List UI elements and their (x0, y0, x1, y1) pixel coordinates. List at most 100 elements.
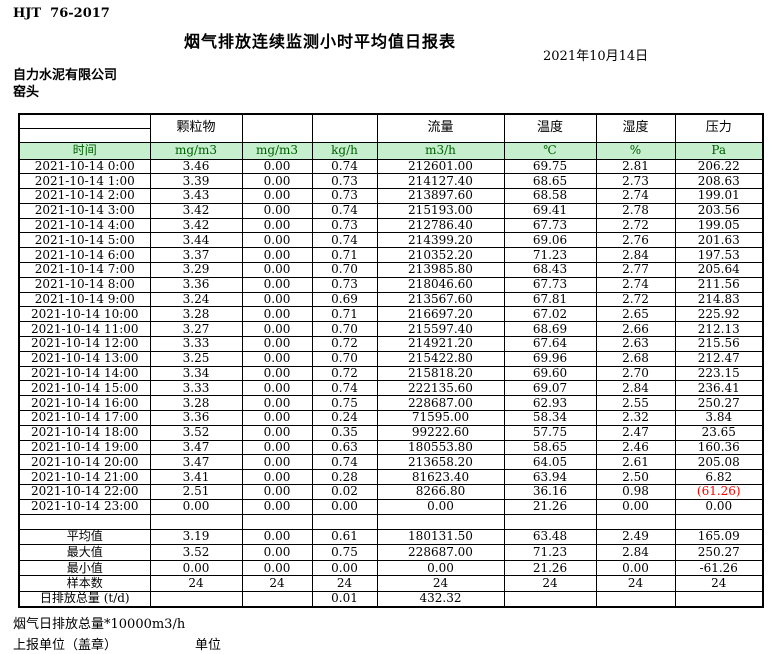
summary-value-cell: 0.00 (241, 544, 313, 561)
value-cell: 23.65 (674, 424, 764, 441)
summary-value-cell: 0.00 (241, 528, 313, 546)
value-cell: 0.00 (241, 410, 313, 426)
unit-label: 单位 (195, 638, 222, 653)
value-cell: 2.65 (595, 306, 676, 323)
value-cell: 2.70 (595, 365, 676, 382)
value-cell: 0.74 (311, 232, 378, 249)
spacer-row (18, 513, 764, 530)
time-cell: 2021-10-14 11:00 (18, 321, 151, 338)
value-cell: 63.94 (503, 469, 597, 486)
summary-value-cell: 0.00 (241, 559, 313, 577)
value-cell: 0.00 (241, 380, 313, 397)
value-cell: 68.69 (503, 321, 597, 338)
table-row: 2021-10-14 5:00 3.44 0.00 0.74 214399.20 69.0… (18, 232, 764, 249)
value-cell: 0.00 (241, 484, 313, 500)
value-cell: 62.93 (503, 395, 597, 412)
table-row: 2021-10-14 18:00 3.52 0.00 0.35 99222.60 57.7… (18, 424, 764, 441)
value-cell: 0.00 (241, 321, 313, 338)
summary-value-cell: 180131.50 (376, 528, 505, 546)
report-date: 2021年10月14日 (543, 49, 649, 64)
value-cell: 81623.40 (376, 469, 505, 486)
value-cell: 223.15 (674, 365, 764, 382)
value-cell: 0.00 (241, 217, 313, 234)
value-cell: 69.07 (503, 380, 597, 397)
summary-value-cell: 63.48 (503, 528, 597, 546)
value-cell: 2.73 (595, 173, 676, 190)
summary-value-cell: 0.00 (311, 559, 378, 577)
table-row: 2021-10-14 11:00 3.27 0.00 0.70 215597.40 68.… (18, 321, 764, 338)
value-cell: 2.66 (595, 321, 676, 338)
table-row: 2021-10-14 21:00 3.41 0.00 0.28 81623.40 63.9… (18, 469, 764, 486)
group-header-pm: 颗粒物 (149, 113, 243, 143)
value-cell: 0.00 (241, 365, 313, 382)
value-cell: 0.63 (311, 439, 378, 456)
value-cell: 3.42 (149, 217, 243, 234)
value-cell: 0.73 (311, 276, 378, 293)
value-cell: 2.61 (595, 454, 676, 471)
value-cell: 0.70 (311, 262, 378, 278)
summary-value-cell (241, 591, 313, 608)
value-cell: 0.00 (241, 232, 313, 249)
group-header-blank-2 (311, 113, 378, 143)
value-cell: 212.47 (674, 350, 764, 367)
time-cell: 2021-10-14 2:00 (18, 188, 151, 204)
value-cell: 2.84 (595, 247, 676, 264)
value-cell: 3.34 (149, 365, 243, 382)
value-cell: 0.00 (241, 188, 313, 204)
value-cell: 0.73 (311, 188, 378, 204)
value-cell: 36.16 (503, 484, 597, 500)
summary-label-cell: 样本数 (18, 575, 151, 592)
summary-value-cell: 24 (595, 575, 676, 592)
value-cell: 2.76 (595, 232, 676, 249)
value-cell: 3.42 (149, 202, 243, 219)
value-cell: 99222.60 (376, 424, 505, 441)
value-cell: 3.27 (149, 321, 243, 338)
value-cell: 3.36 (149, 410, 243, 426)
value-cell: 2.63 (595, 336, 676, 352)
value-cell: 0.00 (311, 498, 378, 515)
time-cell: 2021-10-14 8:00 (18, 276, 151, 293)
value-cell: 0.75 (311, 395, 378, 412)
unit-cell: mg/m3 (149, 141, 243, 160)
report-unit-label: 上报单位（盖章） (13, 638, 118, 653)
table-row: 2021-10-14 20:00 3.47 0.00 0.74 213658.20 64.… (18, 454, 764, 471)
summary-value-cell: -61.26 (674, 559, 764, 577)
value-cell: 64.05 (503, 454, 597, 471)
table-row: 2021-10-14 8:00 3.36 0.00 0.73 218046.60 67.7… (18, 276, 764, 293)
value-cell: 206.22 (674, 158, 764, 175)
value-cell: 0.00 (241, 424, 313, 441)
value-cell: 58.34 (503, 410, 597, 426)
value-cell: 57.75 (503, 424, 597, 441)
value-cell: 0.71 (311, 306, 378, 323)
summary-value-cell: 3.52 (149, 544, 243, 561)
value-cell: 0.72 (311, 336, 378, 352)
summary-value-cell: 24 (149, 575, 243, 592)
value-cell: 71.23 (503, 247, 597, 264)
value-cell: 3.52 (149, 424, 243, 441)
value-cell: 0.24 (311, 410, 378, 426)
summary-rows: 平均值 3.19 0.00 0.61 180131.50 63.48 2.49 165.09 最… (18, 528, 764, 608)
summary-label-cell: 最大值 (18, 544, 151, 561)
value-cell: 215.56 (674, 336, 764, 352)
header-rows: 颗粒物 流量 温度 湿度 压力 时间 mg/m3 mg/m3 kg/h m3/h… (18, 113, 764, 160)
value-cell: 2.74 (595, 276, 676, 293)
value-cell: 0.00 (241, 306, 313, 323)
value-cell: 68.65 (503, 173, 597, 190)
group-header-temp: 温度 (503, 113, 597, 143)
value-cell: 215422.80 (376, 350, 505, 367)
summary-value-cell: 24 (674, 575, 764, 592)
time-cell: 2021-10-14 10:00 (18, 306, 151, 323)
value-cell: 0.00 (241, 247, 313, 264)
value-cell: 0.00 (674, 498, 764, 515)
value-cell: 225.92 (674, 306, 764, 323)
spacer-section (18, 513, 764, 530)
time-cell: 2021-10-14 3:00 (18, 202, 151, 219)
summary-value-cell: 0.75 (311, 544, 378, 561)
value-cell: 215597.40 (376, 321, 505, 338)
time-cell: 2021-10-14 17:00 (18, 410, 151, 426)
value-cell: 215193.00 (376, 202, 505, 219)
value-cell: 0.00 (241, 276, 313, 293)
value-cell: 68.43 (503, 262, 597, 278)
value-cell: 3.37 (149, 247, 243, 264)
summary-value-cell: 2.49 (595, 528, 676, 546)
